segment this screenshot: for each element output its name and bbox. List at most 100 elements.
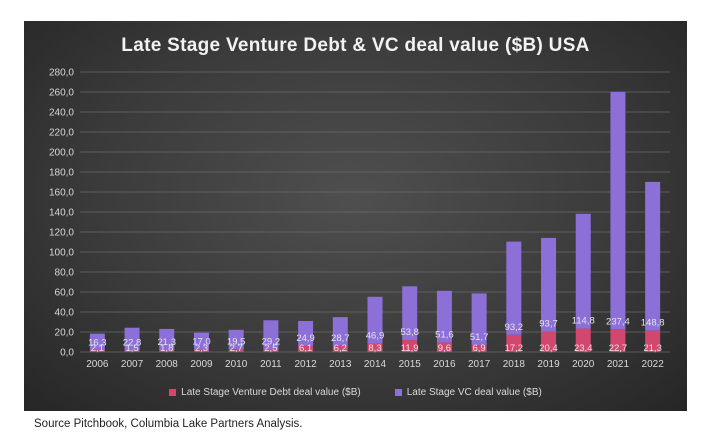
bar-vc bbox=[193, 332, 209, 350]
data-label-vc: 53,8 bbox=[400, 327, 419, 338]
x-tick-label: 2019 bbox=[537, 359, 560, 370]
x-tick-label: 2020 bbox=[572, 359, 595, 370]
bar-debt bbox=[332, 345, 348, 352]
data-label-debt: 2,3 bbox=[195, 343, 208, 354]
data-label-debt: 6,2 bbox=[334, 343, 347, 354]
bar-debt bbox=[402, 340, 418, 352]
bar-debt bbox=[436, 342, 452, 352]
legend-swatch-vc bbox=[394, 389, 402, 396]
x-tick-label: 2015 bbox=[399, 359, 422, 370]
bar-debt bbox=[471, 345, 487, 352]
x-tick-label: 2014 bbox=[364, 359, 387, 370]
bar-debt bbox=[193, 349, 209, 352]
y-tick-label: 160,0 bbox=[49, 188, 74, 199]
x-tick-label: 2006 bbox=[86, 359, 109, 370]
bar-debt bbox=[541, 331, 557, 352]
bar-debt bbox=[575, 328, 591, 352]
x-tick-label: 2012 bbox=[294, 359, 317, 370]
data-label-debt: 2,1 bbox=[91, 343, 104, 354]
y-tick-label: 280,0 bbox=[49, 68, 74, 79]
x-tick-label: 2017 bbox=[468, 359, 491, 370]
bar-vc bbox=[541, 237, 557, 332]
x-tick-label: 2018 bbox=[503, 359, 526, 370]
data-label-vc: 29,2 bbox=[262, 337, 281, 348]
legend-swatch-debt bbox=[169, 389, 177, 396]
x-tick-label: 2007 bbox=[121, 359, 144, 370]
data-label-debt: 21,3 bbox=[643, 343, 662, 354]
bar-vc bbox=[575, 213, 591, 329]
data-label-vc: 51,6 bbox=[435, 329, 454, 340]
data-label-debt: 6,9 bbox=[473, 343, 486, 354]
bar-vc bbox=[471, 293, 487, 346]
data-label-debt: 1,5 bbox=[125, 343, 138, 354]
data-label-vc: 22,8 bbox=[123, 338, 142, 349]
bar-vc bbox=[89, 333, 105, 350]
data-label-debt: 23,4 bbox=[574, 343, 593, 354]
bar-debt bbox=[367, 343, 383, 352]
data-label-vc: 46,9 bbox=[366, 331, 385, 342]
data-label-vc: 16,3 bbox=[88, 337, 107, 348]
data-label-vc: 93,7 bbox=[539, 319, 558, 330]
legend-item-debt: Late Stage Venture Debt deal value ($B) bbox=[169, 387, 361, 398]
x-tick-label: 2009 bbox=[190, 359, 213, 370]
x-tick-label: 2011 bbox=[260, 359, 282, 370]
y-tick-label: 40,0 bbox=[55, 308, 75, 319]
x-tick-label: 2022 bbox=[642, 359, 665, 370]
x-tick-label: 2010 bbox=[225, 359, 248, 370]
bar-vc bbox=[610, 91, 626, 330]
data-label-debt: 17,2 bbox=[505, 343, 523, 354]
chart-title: Late Stage Venture Debt & VC deal value … bbox=[121, 35, 590, 56]
y-tick-label: 220,0 bbox=[49, 128, 74, 139]
data-label-vc: 114,8 bbox=[572, 316, 595, 327]
bar-debt bbox=[124, 350, 140, 352]
x-tick-label: 2021 bbox=[607, 359, 630, 370]
y-tick-label: 60,0 bbox=[55, 288, 75, 299]
data-label-debt: 11,9 bbox=[401, 343, 419, 354]
bar-vc bbox=[367, 296, 383, 344]
x-tick-label: 2013 bbox=[329, 359, 352, 370]
bar-debt bbox=[89, 349, 105, 352]
y-tick-label: 100,0 bbox=[49, 248, 74, 259]
chart-panel: Late Stage Venture Debt & VC deal value … bbox=[24, 21, 687, 411]
bar-vc bbox=[436, 290, 452, 343]
data-label-debt: 1,8 bbox=[160, 343, 173, 354]
bar-debt bbox=[263, 349, 279, 352]
bar-debt bbox=[159, 350, 175, 352]
bar-vc bbox=[228, 329, 244, 350]
y-tick-label: 20,0 bbox=[55, 328, 75, 339]
bar-debt bbox=[298, 345, 314, 352]
legend-label-vc: Late Stage VC deal value ($B) bbox=[406, 387, 542, 398]
data-label-debt: 6,1 bbox=[299, 343, 312, 354]
y-tick-label: 140,0 bbox=[49, 208, 74, 219]
data-label-debt: 2,5 bbox=[264, 343, 277, 354]
y-tick-label: 120,0 bbox=[49, 228, 74, 239]
legend: Late Stage Venture Debt deal value ($B) … bbox=[24, 387, 687, 398]
y-tick-label: 0,0 bbox=[60, 348, 74, 359]
data-label-debt: 9,6 bbox=[438, 343, 451, 354]
data-label-vc: 237,4 bbox=[606, 316, 630, 327]
data-label-vc: 19,5 bbox=[227, 336, 246, 347]
bar-debt bbox=[645, 330, 661, 352]
bar-vc bbox=[506, 241, 522, 335]
y-tick-label: 200,0 bbox=[49, 148, 74, 159]
data-label-debt: 20,4 bbox=[539, 343, 558, 354]
bar-vc bbox=[263, 320, 279, 350]
data-label-vc: 21,3 bbox=[158, 337, 177, 348]
y-tick-label: 260,0 bbox=[49, 88, 74, 99]
y-tick-label: 240,0 bbox=[49, 108, 74, 119]
x-tick-label: 2016 bbox=[433, 359, 456, 370]
bar-vc bbox=[645, 181, 661, 331]
y-tick-label: 80,0 bbox=[55, 268, 75, 279]
data-label-debt: 8,3 bbox=[368, 343, 381, 354]
bar-debt bbox=[228, 349, 244, 352]
data-label-vc: 17,0 bbox=[192, 337, 211, 348]
bar-vc bbox=[402, 286, 418, 341]
source-note: Source Pitchbook, Columbia Lake Partners… bbox=[34, 418, 303, 430]
data-label-vc: 51,7 bbox=[470, 332, 489, 343]
data-label-vc: 93,2 bbox=[505, 322, 523, 333]
bar-debt bbox=[610, 329, 626, 352]
bar-vc bbox=[159, 328, 175, 351]
data-label-vc: 24,9 bbox=[296, 333, 315, 344]
chart-plot: 0,0 20,0 40,0 60,0 80,0 100,0 120,0 140,0 160,0 1… bbox=[49, 68, 670, 370]
x-tick-label: 2008 bbox=[156, 359, 179, 370]
